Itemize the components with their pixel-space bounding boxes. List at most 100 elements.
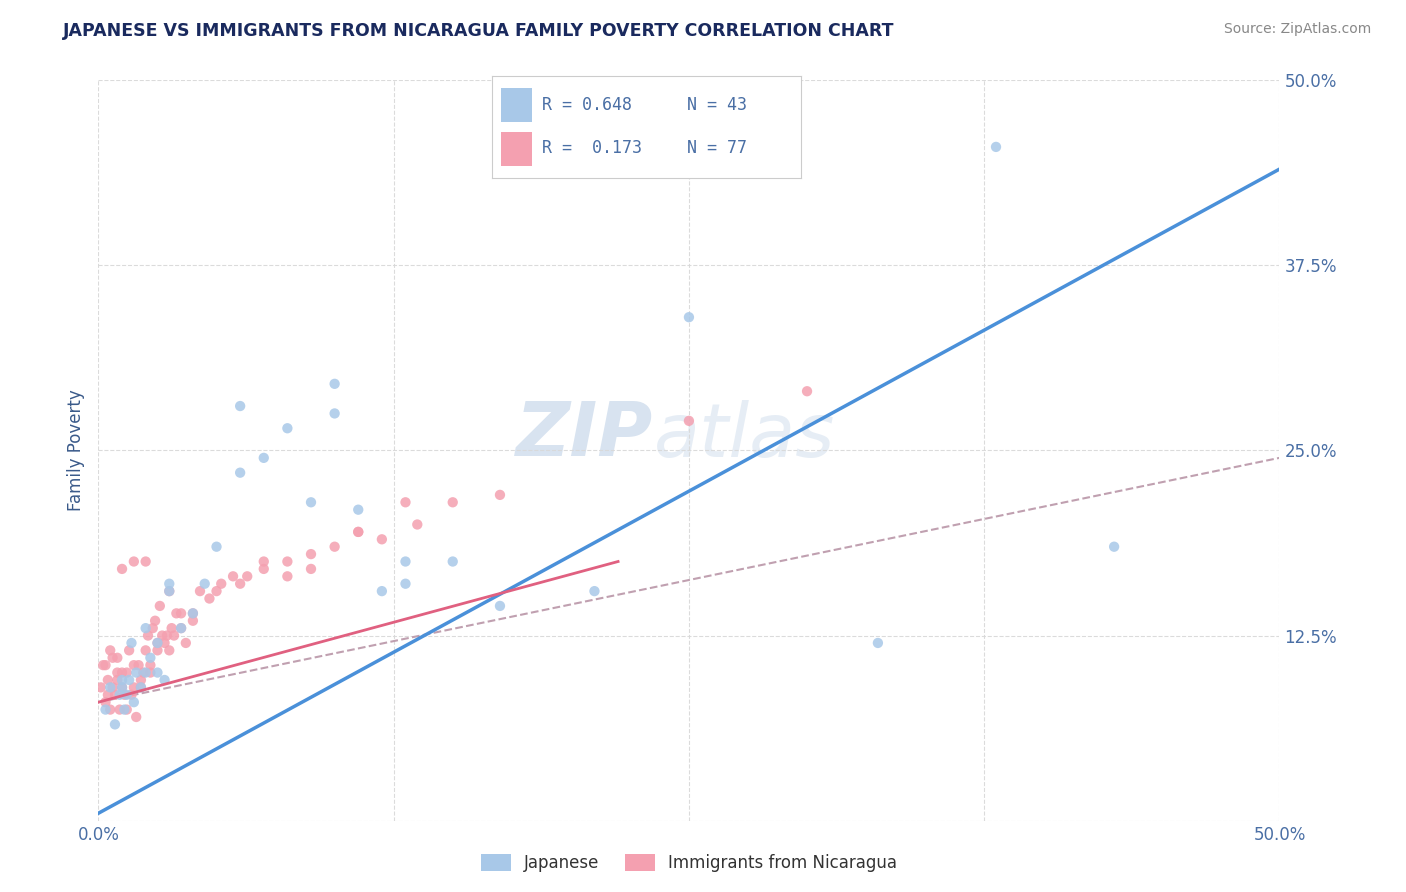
Point: [108, 688, 131, 702]
Point: [174, 636, 197, 650]
Point: [104, 717, 127, 731]
Bar: [502, 132, 533, 166]
Point: [112, 703, 135, 717]
Point: [101, 650, 124, 665]
Bar: [502, 88, 533, 122]
Point: [128, 658, 150, 673]
Text: R = 0.648: R = 0.648: [541, 95, 631, 113]
Point: [111, 665, 134, 680]
Point: [253, 562, 276, 576]
Point: [153, 636, 176, 650]
Point: [984, 140, 1007, 154]
Point: [111, 673, 134, 687]
Legend: Japanese, Immigrants from Nicaragua: Japanese, Immigrants from Nicaragua: [474, 847, 904, 879]
Point: [129, 673, 152, 687]
Point: [122, 658, 145, 673]
Point: [181, 607, 204, 621]
Point: [371, 533, 394, 547]
Point: [163, 628, 186, 642]
Point: [157, 576, 180, 591]
Point: [136, 628, 159, 642]
Point: [276, 421, 298, 435]
Point: [323, 376, 346, 391]
Point: [678, 310, 700, 325]
Point: [90, 681, 112, 695]
Point: [91, 658, 114, 673]
Point: [583, 584, 606, 599]
Point: [323, 540, 346, 554]
Point: [489, 599, 512, 613]
Point: [104, 688, 127, 702]
Point: [153, 673, 176, 687]
Point: [101, 681, 124, 695]
Point: [205, 584, 228, 599]
Text: N = 43: N = 43: [688, 95, 747, 113]
Point: [121, 636, 143, 650]
Point: [678, 414, 700, 428]
Point: [149, 599, 172, 613]
Point: [866, 636, 889, 650]
Point: [165, 607, 187, 621]
Point: [129, 681, 152, 695]
Point: [142, 621, 165, 635]
Point: [229, 576, 252, 591]
Point: [371, 584, 394, 599]
Point: [118, 673, 141, 687]
Point: [222, 569, 245, 583]
Point: [146, 665, 169, 680]
Point: [105, 650, 128, 665]
Point: [150, 628, 173, 642]
Point: [122, 555, 145, 569]
Point: [115, 665, 138, 680]
Point: [94, 695, 117, 709]
Text: ZIP: ZIP: [516, 399, 654, 472]
Point: [94, 703, 117, 717]
Point: [489, 488, 512, 502]
Point: [146, 636, 169, 650]
Point: [139, 658, 162, 673]
Text: JAPANESE VS IMMIGRANTS FROM NICARAGUA FAMILY POVERTY CORRELATION CHART: JAPANESE VS IMMIGRANTS FROM NICARAGUA FA…: [63, 22, 894, 40]
Point: [156, 628, 179, 642]
Point: [276, 569, 298, 583]
Point: [115, 688, 138, 702]
Point: [139, 650, 162, 665]
Point: [170, 607, 193, 621]
Point: [170, 621, 193, 635]
Point: [112, 688, 135, 702]
Point: [157, 584, 180, 599]
Point: [157, 584, 180, 599]
Point: [236, 569, 259, 583]
Point: [98, 643, 121, 657]
Point: [115, 703, 138, 717]
Point: [111, 681, 134, 695]
Point: [188, 584, 211, 599]
Point: [299, 547, 322, 561]
Y-axis label: Family Poverty: Family Poverty: [66, 390, 84, 511]
Text: N = 77: N = 77: [688, 138, 747, 157]
Point: [118, 643, 141, 657]
Point: [209, 576, 232, 591]
Point: [135, 643, 157, 657]
Point: [347, 524, 370, 539]
Point: [121, 688, 143, 702]
Point: [347, 524, 370, 539]
Point: [132, 665, 155, 680]
Point: [323, 407, 346, 421]
Text: Source: ZipAtlas.com: Source: ZipAtlas.com: [1223, 22, 1371, 37]
Point: [98, 703, 121, 717]
Point: [125, 710, 148, 724]
Point: [181, 614, 204, 628]
Point: [135, 555, 157, 569]
Point: [111, 681, 134, 695]
Point: [394, 555, 416, 569]
Point: [122, 695, 145, 709]
Point: [194, 576, 217, 591]
Point: [253, 450, 276, 465]
Point: [146, 636, 169, 650]
Point: [441, 495, 464, 509]
Point: [229, 466, 252, 480]
Point: [143, 614, 166, 628]
Point: [198, 591, 221, 606]
Point: [157, 643, 180, 657]
Point: [347, 502, 370, 516]
